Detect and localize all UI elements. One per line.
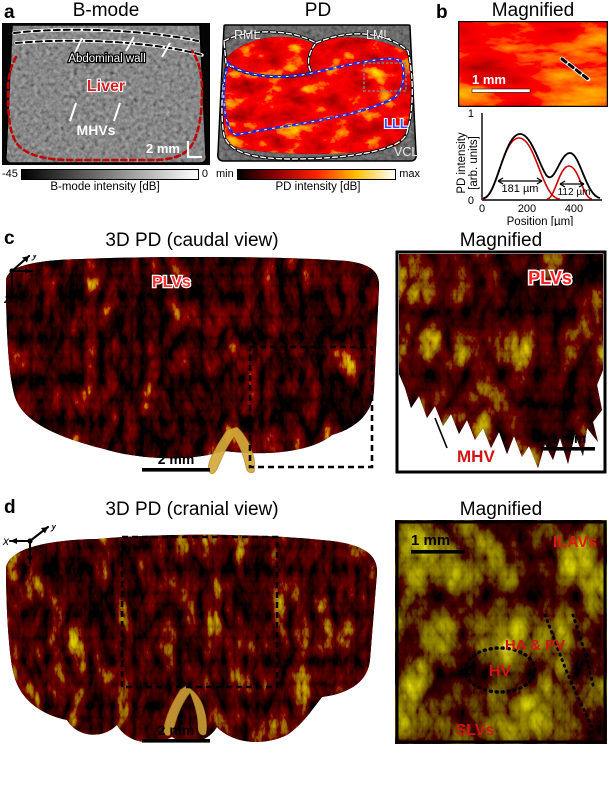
svg-text:y: y <box>31 255 39 261</box>
svg-text:LLL: LLL <box>384 116 408 131</box>
svg-text:VCL: VCL <box>394 145 418 159</box>
svg-text:112 µm: 112 µm <box>558 187 591 198</box>
svg-text:2 mm: 2 mm <box>158 722 195 738</box>
svg-text:z: z <box>3 292 10 306</box>
svg-text:MHV: MHV <box>457 447 495 466</box>
svg-text:[arb. units]: [arb. units] <box>468 136 480 190</box>
svg-text:Liver: Liver <box>87 78 125 95</box>
svg-text:200: 200 <box>518 203 536 215</box>
svg-text:1 mm: 1 mm <box>550 430 587 446</box>
svg-text:x: x <box>35 264 43 278</box>
svg-text:x: x <box>2 534 10 548</box>
svg-text:HA & PV: HA & PV <box>505 637 565 654</box>
svg-text:Abdominal wall: Abdominal wall <box>68 53 145 65</box>
svg-text:181 µm: 181 µm <box>502 183 539 195</box>
svg-text:SLVs: SLVs <box>456 722 495 739</box>
svg-text:HV: HV <box>489 663 512 680</box>
svg-text:LML: LML <box>366 28 390 42</box>
svg-text:0: 0 <box>468 195 474 207</box>
svg-text:2 mm: 2 mm <box>158 451 195 467</box>
svg-text:2 mm: 2 mm <box>146 141 180 156</box>
svg-text:MHVs: MHVs <box>77 122 116 138</box>
svg-text:RML: RML <box>234 28 260 42</box>
svg-text:PLVs: PLVs <box>528 268 572 288</box>
svg-text:Position [µm]: Position [µm] <box>507 216 574 226</box>
svg-text:y: y <box>50 525 58 532</box>
svg-text:PLVs: PLVs <box>152 274 191 291</box>
svg-text:ILAVs: ILAVs <box>553 534 597 551</box>
svg-text:0: 0 <box>479 203 485 215</box>
svg-text:1 mm: 1 mm <box>411 532 450 549</box>
svg-text:PD intensity: PD intensity <box>456 132 468 194</box>
svg-text:400: 400 <box>565 203 583 215</box>
svg-text:1 mm: 1 mm <box>472 72 506 87</box>
svg-text:1: 1 <box>468 108 474 120</box>
svg-text:z: z <box>23 562 30 576</box>
